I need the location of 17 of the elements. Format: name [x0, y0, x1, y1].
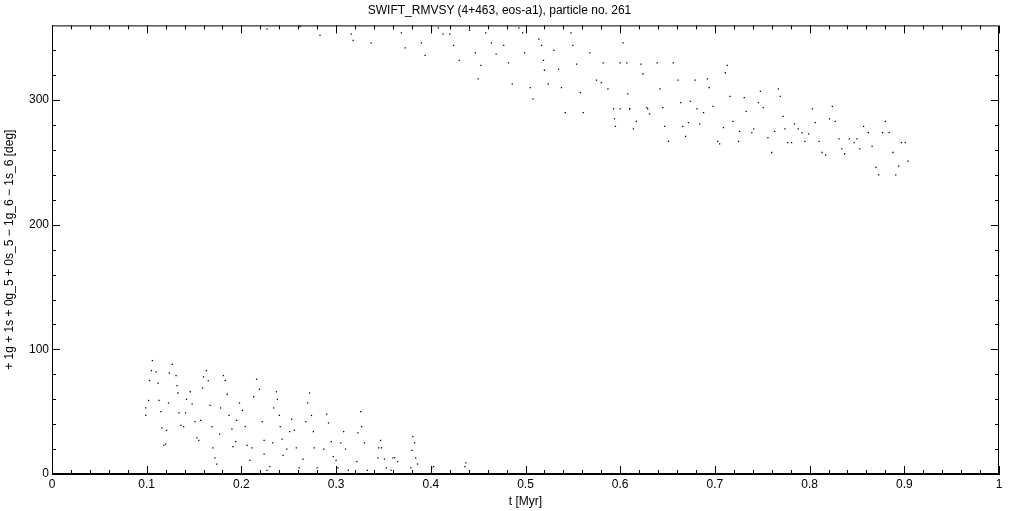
- x-tick-label: 1: [995, 476, 1003, 491]
- x-tick-label: 0.4: [422, 476, 440, 491]
- x-tick-label: 0.7: [706, 476, 724, 491]
- x-tick-label: 0.2: [233, 476, 251, 491]
- x-tick-label: 0.6: [611, 476, 629, 491]
- y-tick-label: 300: [28, 92, 50, 107]
- y-tick-label: 100: [28, 341, 50, 356]
- x-tick-label: 0.9: [895, 476, 913, 491]
- x-tick-label: 0.1: [138, 476, 156, 491]
- y-tick-label: 0: [42, 466, 50, 481]
- x-tick-label: 0.5: [517, 476, 535, 491]
- y-tick-label: 200: [28, 217, 50, 232]
- x-tick-label: 0.3: [327, 476, 345, 491]
- chart-title: SWIFT_RMVSY (4+463, eos-a1), particle no. 261: [367, 2, 632, 17]
- x-axis-title: t [Myr]: [508, 494, 543, 509]
- x-tick-label: 0.8: [801, 476, 819, 491]
- y-axis-title: + 1g + 1s + 0g_5 + 0s_5 − 1g_6 − 1s_6 [deg]: [1, 129, 16, 370]
